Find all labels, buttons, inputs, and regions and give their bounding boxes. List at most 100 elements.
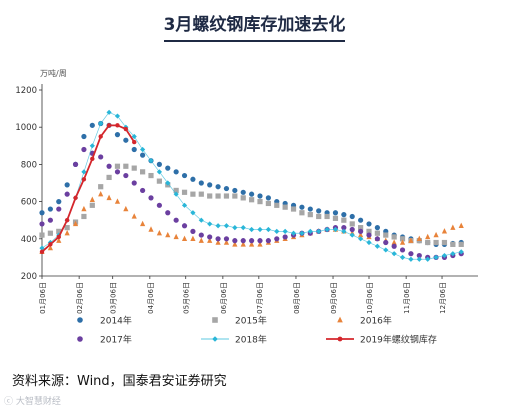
series-2-point [106,194,112,201]
series-4-point [223,223,230,229]
series-3-point [198,232,204,238]
series-1-point [391,234,397,240]
series-2-point [240,241,246,247]
series-5-point [123,126,129,132]
series-4-point [190,210,196,216]
series-3-point [190,228,196,234]
series-1-point [366,228,372,234]
series-1-point [316,213,322,220]
series-4-point [274,228,280,234]
legend-label: 2015年 [235,315,267,327]
series-1-point [173,187,179,194]
legend-swatch [77,317,83,323]
series-0-point [47,206,53,212]
series-4-point [374,243,380,249]
series-4-point [181,202,188,208]
series-0-point [299,204,305,210]
series-4-point [399,254,406,260]
legend-swatch [212,336,218,342]
series-0-point [316,208,322,214]
series-3-point [383,239,389,246]
series-1-point [274,202,280,208]
series-3-point [366,232,372,238]
series-4-line [41,111,462,260]
series-3-point [249,238,255,244]
series-1-point [257,199,263,205]
series-4-point [391,251,397,257]
series-4-point [408,256,414,262]
series-4-point [290,230,297,236]
series-0-point [198,180,204,186]
series-1-point [383,232,389,238]
series-1-point [232,193,238,199]
series-0-point [181,172,188,179]
series-3-point [399,247,406,253]
series-1-point [425,239,431,246]
series-1-point [324,213,330,220]
series-3-point [39,221,45,227]
series-1-point [349,221,355,227]
series-1-point [249,197,255,203]
series-0-point [165,165,171,171]
series-3-point [165,210,171,216]
series-2-point [181,235,188,241]
legend-label: 2018年 [235,334,267,346]
series-4-point [316,228,322,234]
series-1-point [198,191,204,197]
series-1-point [215,193,221,199]
series-1-point [458,241,464,247]
series-1-point [207,193,213,199]
series-1-point [156,178,162,184]
series-4-point [282,228,288,234]
x-tick-label: 10月06日 [366,282,374,314]
series-0-point [39,210,45,216]
series-4-point [98,120,104,127]
series-4-point [198,217,204,223]
series-3-point [181,223,188,229]
series-4-point [358,236,364,242]
series-3-point [207,234,213,240]
page-title: 3月螺纹钢库存加速去化 [163,10,346,42]
series-4-point [148,158,154,164]
series-3-point [408,251,414,257]
series-5-point [132,139,137,145]
series-2-point [450,224,456,230]
series-4-point [232,225,238,231]
series-1-point [106,174,112,181]
series-1-point [450,241,456,247]
series-3-point [341,225,347,231]
series-3-point [140,187,146,194]
series-1-point [341,217,347,223]
series-2-point [358,231,364,238]
series-1-point [81,213,87,220]
series-2-point [72,220,79,227]
series-1-point [282,204,288,210]
legend-label: 2014年 [100,315,132,327]
series-2-point [123,205,129,212]
series-1-point [114,163,121,169]
series-3-point [114,169,121,175]
legend-swatch [337,336,343,342]
series-2-point [81,205,87,212]
series-4-point [383,247,389,253]
inventory-chart: 万吨/周 200 400 600 800 1000 1200 01月06日 02月06日 03月0… [15,68,478,346]
series-2-point [433,231,439,238]
series-4-point [140,146,146,153]
series-1-point [374,230,380,236]
series-0-point [64,182,70,188]
y-tick-label: 400 [21,235,37,245]
series-3-point [358,228,364,234]
series-4-point [81,169,87,175]
series-2-point [198,237,204,243]
series-4-point [341,228,347,234]
series-5-line [41,124,135,253]
series-2-point [98,190,104,197]
series-5-point [115,123,120,128]
series-3-point [257,238,263,244]
series-1-point [190,191,196,197]
series-5-point [56,234,61,240]
series-4-point [366,239,372,246]
series-5-point [81,177,87,182]
legend-label: 2019年螺纹钢库存 [360,334,437,346]
series-4-point [156,169,162,175]
